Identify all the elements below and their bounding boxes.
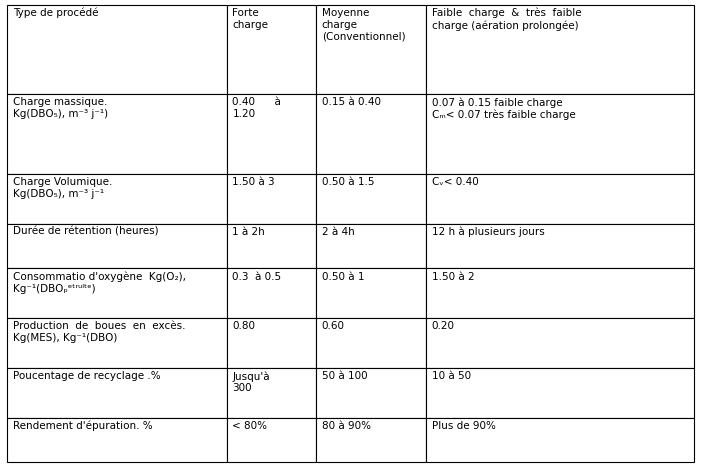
Text: 0.60: 0.60 xyxy=(322,321,345,332)
Text: 2 à 4h: 2 à 4h xyxy=(322,227,355,237)
Bar xyxy=(426,318,694,368)
Bar xyxy=(7,224,227,269)
Bar xyxy=(227,5,316,94)
Bar xyxy=(316,94,426,174)
Text: Faible  charge  &  très  faible
charge (aération prolongée): Faible charge & très faible charge (aéra… xyxy=(432,8,581,31)
Bar xyxy=(7,174,227,224)
Bar xyxy=(426,174,694,224)
Bar xyxy=(7,5,227,94)
Text: 0.15 à 0.40: 0.15 à 0.40 xyxy=(322,98,381,107)
Text: Rendement d'épuration. %: Rendement d'épuration. % xyxy=(13,421,152,432)
Bar xyxy=(7,269,227,318)
Text: Plus de 90%: Plus de 90% xyxy=(432,421,496,431)
Text: 10 à 50: 10 à 50 xyxy=(432,371,471,381)
Bar xyxy=(426,5,694,94)
Bar xyxy=(227,94,316,174)
Bar xyxy=(227,269,316,318)
Text: Type de procédé: Type de procédé xyxy=(13,8,98,18)
Text: 80 à 90%: 80 à 90% xyxy=(322,421,371,431)
Text: Charge massique.
Kg(DBO₅), m⁻³ j⁻¹): Charge massique. Kg(DBO₅), m⁻³ j⁻¹) xyxy=(13,98,108,119)
Text: Jusqu'à
300: Jusqu'à 300 xyxy=(233,371,270,393)
Text: 1.50 à 2: 1.50 à 2 xyxy=(432,272,475,282)
Text: 0.50 à 1: 0.50 à 1 xyxy=(322,272,365,282)
Bar xyxy=(426,269,694,318)
Bar xyxy=(316,368,426,417)
Bar xyxy=(227,417,316,462)
Bar xyxy=(7,318,227,368)
Text: 0.20: 0.20 xyxy=(432,321,455,332)
Text: Production  de  boues  en  excès.
Kg(MES), Kg⁻¹(DBO): Production de boues en excès. Kg(MES), K… xyxy=(13,321,185,343)
Bar xyxy=(316,224,426,269)
Text: Forte
charge: Forte charge xyxy=(233,8,268,29)
Bar xyxy=(316,269,426,318)
Bar xyxy=(7,417,227,462)
Text: 50 à 100: 50 à 100 xyxy=(322,371,367,381)
Bar xyxy=(7,94,227,174)
Text: 0.40      à
1.20: 0.40 à 1.20 xyxy=(233,98,281,119)
Bar xyxy=(7,368,227,417)
Text: Charge Volumique.
Kg(DBO₅), m⁻³ j⁻¹: Charge Volumique. Kg(DBO₅), m⁻³ j⁻¹ xyxy=(13,177,112,198)
Text: Cᵥ< 0.40: Cᵥ< 0.40 xyxy=(432,177,478,187)
Bar xyxy=(426,417,694,462)
Bar xyxy=(227,224,316,269)
Bar xyxy=(316,318,426,368)
Text: Poucentage de recyclage .%: Poucentage de recyclage .% xyxy=(13,371,161,381)
Bar xyxy=(426,224,694,269)
Bar xyxy=(227,368,316,417)
Text: 0.80: 0.80 xyxy=(233,321,255,332)
Text: Consommatio d'oxygène  Kg(O₂),
Kg⁻¹(DBOₚᵉᵗʳᵘᴵᵗᵉ): Consommatio d'oxygène Kg(O₂), Kg⁻¹(DBOₚᵉ… xyxy=(13,272,186,294)
Text: 12 h à plusieurs jours: 12 h à plusieurs jours xyxy=(432,227,545,237)
Text: 0.3  à 0.5: 0.3 à 0.5 xyxy=(233,272,282,282)
Text: < 80%: < 80% xyxy=(233,421,268,431)
Text: 1.50 à 3: 1.50 à 3 xyxy=(233,177,275,187)
Bar xyxy=(227,174,316,224)
Bar xyxy=(316,417,426,462)
Bar xyxy=(426,94,694,174)
Text: Durée de rétention (heures): Durée de rétention (heures) xyxy=(13,227,158,237)
Text: 1 à 2h: 1 à 2h xyxy=(233,227,265,237)
Bar xyxy=(316,174,426,224)
Text: 0.07 à 0.15 faible charge
Cₘ< 0.07 très faible charge: 0.07 à 0.15 faible charge Cₘ< 0.07 très … xyxy=(432,98,576,120)
Text: Moyenne
charge
(Conventionnel): Moyenne charge (Conventionnel) xyxy=(322,8,405,41)
Text: 0.50 à 1.5: 0.50 à 1.5 xyxy=(322,177,374,187)
Bar xyxy=(316,5,426,94)
Bar xyxy=(426,368,694,417)
Bar xyxy=(227,318,316,368)
